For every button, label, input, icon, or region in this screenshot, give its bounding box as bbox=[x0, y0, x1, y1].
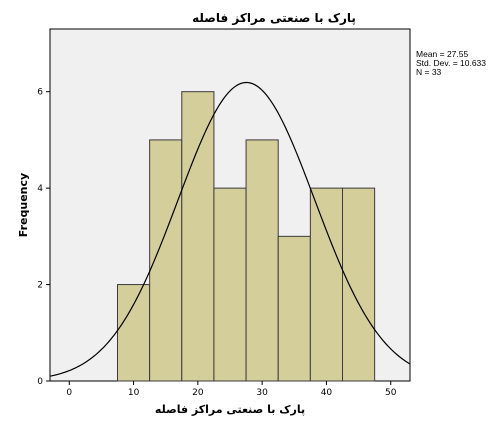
y-tick-label-4: 4 bbox=[37, 184, 43, 194]
y-axis: 0 2 4 6 bbox=[37, 88, 50, 387]
x-tick-label-20: 20 bbox=[192, 388, 204, 398]
x-axis: 0 10 20 30 40 50 bbox=[66, 381, 397, 398]
histogram-bar-8 bbox=[342, 187, 376, 382]
histogram-bar-2 bbox=[149, 139, 183, 382]
chart-title: پارک با صنعتی مراکز فاصله bbox=[192, 11, 356, 25]
y-tick-label-0: 0 bbox=[37, 377, 43, 387]
y-tick-label-6: 6 bbox=[37, 88, 43, 98]
y-axis-label: Frequency bbox=[17, 173, 30, 237]
normal-curve bbox=[49, 81, 411, 377]
y-tick-label-2: 2 bbox=[37, 281, 43, 291]
stats-mean: Mean = 27.55 bbox=[416, 49, 468, 59]
histogram-bar-6 bbox=[277, 235, 311, 382]
stats-std-dev: Std. Dev. = 10.633 bbox=[416, 58, 486, 68]
x-tick-label-40: 40 bbox=[321, 388, 333, 398]
histogram-bar-5 bbox=[245, 139, 279, 382]
histogram-bar-4 bbox=[213, 187, 247, 382]
x-axis-label: پارک با صنعتی مراکز فاصله bbox=[155, 403, 305, 416]
x-tick-label-50: 50 bbox=[385, 388, 397, 398]
x-tick-label-0: 0 bbox=[66, 388, 72, 398]
histogram-bar-7 bbox=[309, 187, 344, 382]
histogram-bar-1 bbox=[117, 284, 151, 382]
x-tick-label-10: 10 bbox=[128, 388, 140, 398]
x-tick-label-30: 30 bbox=[256, 388, 268, 398]
bars-group bbox=[117, 91, 376, 382]
histogram-bar-3 bbox=[181, 91, 215, 382]
stats-n: N = 33 bbox=[416, 67, 442, 77]
stats-box: Mean = 27.55 Std. Dev. = 10.633 N = 33 bbox=[416, 49, 486, 77]
